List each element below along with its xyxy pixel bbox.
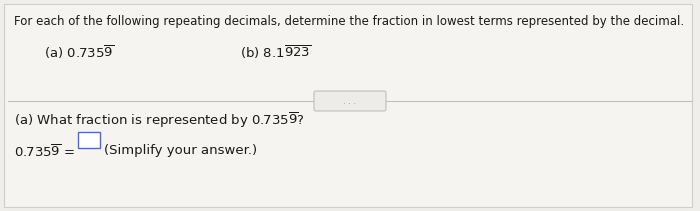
Text: $\mathregular{0.735\overline{9}}$ =: $\mathregular{0.735\overline{9}}$ = (14, 144, 75, 160)
Text: (b) $\mathregular{8.1\overline{923}}$: (b) $\mathregular{8.1\overline{923}}$ (240, 44, 311, 61)
FancyBboxPatch shape (78, 132, 100, 148)
Text: For each of the following repeating decimals, determine the fraction in lowest t: For each of the following repeating deci… (14, 15, 684, 28)
Text: (a) What fraction is represented by $\mathregular{0.735\overline{9}}$?: (a) What fraction is represented by $\ma… (14, 111, 304, 130)
FancyBboxPatch shape (4, 4, 692, 207)
Text: . . .: . . . (344, 96, 356, 106)
Text: (Simplify your answer.): (Simplify your answer.) (104, 144, 257, 157)
FancyBboxPatch shape (314, 91, 386, 111)
Text: (a) $\mathregular{0.735\overline{9}}$: (a) $\mathregular{0.735\overline{9}}$ (44, 44, 114, 61)
